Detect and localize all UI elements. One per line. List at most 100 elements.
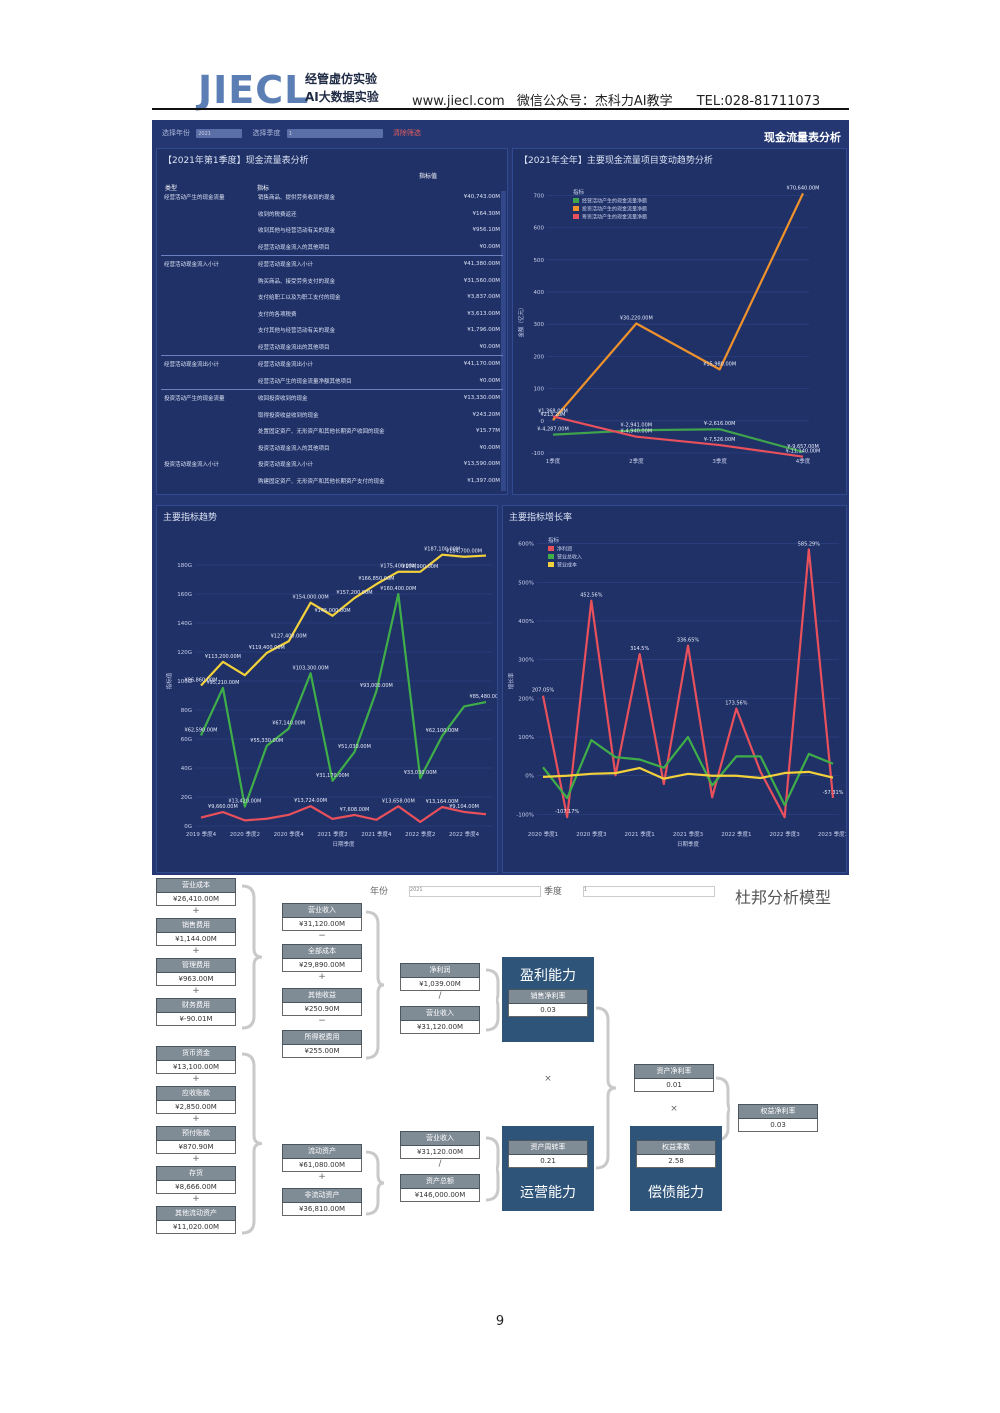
data-label: ¥-11,140.00M [786, 449, 821, 455]
table-row[interactable]: 取得投资收益收到的现金 ¥243.20M [161, 407, 503, 424]
data-label: -57.31% [823, 790, 844, 796]
table-row[interactable]: 支付给职工以及为职工支付的现金 ¥3,837.00M [161, 289, 503, 306]
dupont-quarter-select[interactable]: 1 [582, 886, 715, 897]
x-tick-label: 2020 季度1 [528, 830, 558, 838]
metric-value: ¥29,890.00M [282, 959, 362, 972]
x-tick-label: 2020 季度3 [576, 830, 607, 838]
legend-swatch [548, 546, 554, 551]
dupont-metric-box: 资产总额 ¥146,000.00M [400, 1174, 480, 1202]
data-label: ¥85,480.00M [470, 694, 497, 700]
table-cell-type [161, 407, 255, 424]
x-tick-label: 2020 季度4 [274, 830, 305, 838]
y-tick-label: 400 [534, 290, 545, 296]
table-row[interactable]: 经营活动现金流出的其他项目 ¥0.00M [161, 339, 503, 356]
metric-label: 应收账款 [156, 1086, 236, 1101]
data-label: ¥1,368.00M [538, 408, 568, 414]
data-label: 336.65% [677, 638, 699, 644]
data-label: ¥103,300.00M [293, 665, 329, 671]
data-label: ¥67,140.00M [272, 721, 305, 727]
legend-label: 净利润 [557, 546, 572, 553]
metric-label: 营业收入 [282, 903, 362, 918]
y-tick-label: 600 [534, 226, 545, 232]
table-row[interactable]: 购建固定资产、无形资产和其他长期资产支付的现金 ¥1,397.00M [161, 473, 503, 490]
table-cell-type [161, 306, 255, 323]
operator-symbol: + [192, 1194, 200, 1204]
cashflow-dashboard: 选择年份 2021 选择季度 1 清除筛选 现金流量表分析 【2021年第1季度… [152, 120, 849, 875]
table-row[interactable]: 支付的各项税费 ¥3,613.00M [161, 306, 503, 323]
capability-title: 盈利能力 [520, 968, 576, 984]
metric-value: ¥61,080.00M [282, 1159, 362, 1172]
data-label: ¥96,860.00M [185, 678, 218, 684]
table-cell-item: 经营活动现金流入小计 [255, 255, 444, 273]
table-cell-item: 经营活动现金流出小计 [255, 355, 444, 373]
series-line [542, 735, 834, 807]
table-row[interactable]: 投资活动现金流入小计 投资活动现金流入小计 ¥13,590.00M [161, 456, 503, 473]
table-cell-item: 购买商品、接受劳务支付的现金 [258, 278, 336, 285]
table-row[interactable]: 收到的税费返还 ¥164.30M [161, 206, 503, 223]
table-row[interactable]: 经营活动现金流出小计 经营活动现金流出小计 ¥41,170.00M [161, 355, 503, 373]
operator-symbol: / [438, 1159, 442, 1169]
table-row[interactable]: 购买商品、接受劳务支付的现金 ¥31,560.00M [161, 273, 503, 290]
data-label: 207.05% [532, 688, 554, 694]
dupont-year-select[interactable]: 2021 [408, 886, 541, 897]
table-cell-item: 收回投资收到的现金 [255, 389, 444, 407]
year-filter-select[interactable]: 2021 [196, 128, 243, 138]
bracket-line [241, 884, 263, 1030]
page-number: 9 [495, 1314, 505, 1329]
table-row[interactable]: 经营活动产生的现金流量净额其他项目 ¥0.00M [161, 373, 503, 390]
table-cell-item: 支付的各项税费 [258, 311, 297, 318]
metric-label: 其他收益 [282, 988, 362, 1003]
reset-filter-button[interactable]: 清除筛选 [392, 129, 421, 137]
panel-title-growth: 主要指标增长率 [509, 513, 573, 523]
dupont-metric-box: 货币资金 ¥13,100.00M [156, 1046, 236, 1074]
metric-value: ¥26,410.00M [156, 893, 236, 906]
x-tick-label: 2022 季度4 [449, 830, 480, 838]
website-link[interactable]: www.jiecl.com [412, 94, 505, 109]
dupont-metric-box: 预付账款 ¥870.90M [156, 1126, 236, 1154]
dupont-metric-box: 财务费用 ¥-90.01M [156, 998, 236, 1026]
table-header-type[interactable]: 类型 [165, 185, 178, 192]
y-axis-label: 金额（亿元） [517, 304, 525, 337]
table-cell-type [161, 423, 255, 440]
metric-label: 权益乘数 [636, 1140, 716, 1155]
table-header-value: 指标值 [419, 173, 438, 180]
panel-title-trend: 【2021年全年】主要现金流量项目变动趋势分析 [519, 156, 713, 166]
table-cell-type: 经营活动产生的现金流量 [164, 195, 225, 202]
operator-symbol: + [192, 986, 200, 996]
table-row[interactable]: 支付其他与经营活动有关的现金 ¥1,796.00M [161, 322, 503, 339]
table-cell-value: ¥31,560.00M [463, 277, 500, 284]
table-scrollbar[interactable] [501, 191, 506, 491]
x-tick-label: 2020 季度2 [230, 830, 260, 838]
table-cell-item: 经营活动现金流出的其他项目 [258, 344, 330, 351]
legend-label: 营业总收入 [557, 554, 582, 561]
data-label: ¥31,170.00M [316, 773, 349, 779]
metric-value: ¥870.90M [156, 1141, 236, 1154]
dupont-quarter-label: 季度 [544, 887, 563, 897]
y-tick-label: 100 [534, 387, 545, 393]
capability-box: 运营能力 [502, 1126, 594, 1211]
metric-label: 所得税费用 [282, 1030, 362, 1045]
data-label: 173.56% [725, 701, 747, 707]
table-row[interactable]: 经营活动产生的现金流量 销售商品、提供劳务收到的现金 ¥40,743.00M [161, 189, 503, 206]
table-row[interactable]: 经营活动现金流入的其他项目 ¥0.00M [161, 239, 503, 256]
metric-value: 0.21 [508, 1155, 588, 1168]
table-row[interactable]: 收到其他与经营活动有关的现金 ¥956.10M [161, 222, 503, 239]
data-label: ¥127,400.00M [271, 633, 307, 639]
quarter-filter-select[interactable]: 1 [286, 128, 383, 138]
data-label: ¥30,220.00M [620, 316, 653, 322]
table-cell-value: ¥0.00M [479, 444, 501, 451]
x-tick-label: 2021 季度4 [361, 830, 392, 838]
table-row[interactable]: 处置固定资产、无形资产和其他长期资产收回的现金 ¥15.77M [161, 423, 503, 440]
metric-label: 货币资金 [156, 1046, 236, 1061]
table-cell-type [161, 273, 255, 290]
table-row[interactable]: 经营活动现金流入小计 经营活动现金流入小计 ¥41,380.00M [161, 255, 503, 273]
y-tick-label: 500% [518, 580, 534, 586]
table-row[interactable]: 投资活动产生的现金流量 收回投资收到的现金 ¥13,330.00M [161, 389, 503, 407]
x-tick-label: 2023 季度1 [818, 830, 846, 838]
table-header-item[interactable]: 指标 [257, 185, 270, 192]
y-tick-label: -100% [516, 812, 534, 818]
data-label: ¥13,164.00M [426, 799, 459, 805]
metric-value: ¥963.00M [156, 973, 236, 986]
y-tick-label: 0G [184, 824, 192, 830]
table-row[interactable]: 投资活动现金流入的其他项目 ¥0.00M [161, 440, 503, 457]
